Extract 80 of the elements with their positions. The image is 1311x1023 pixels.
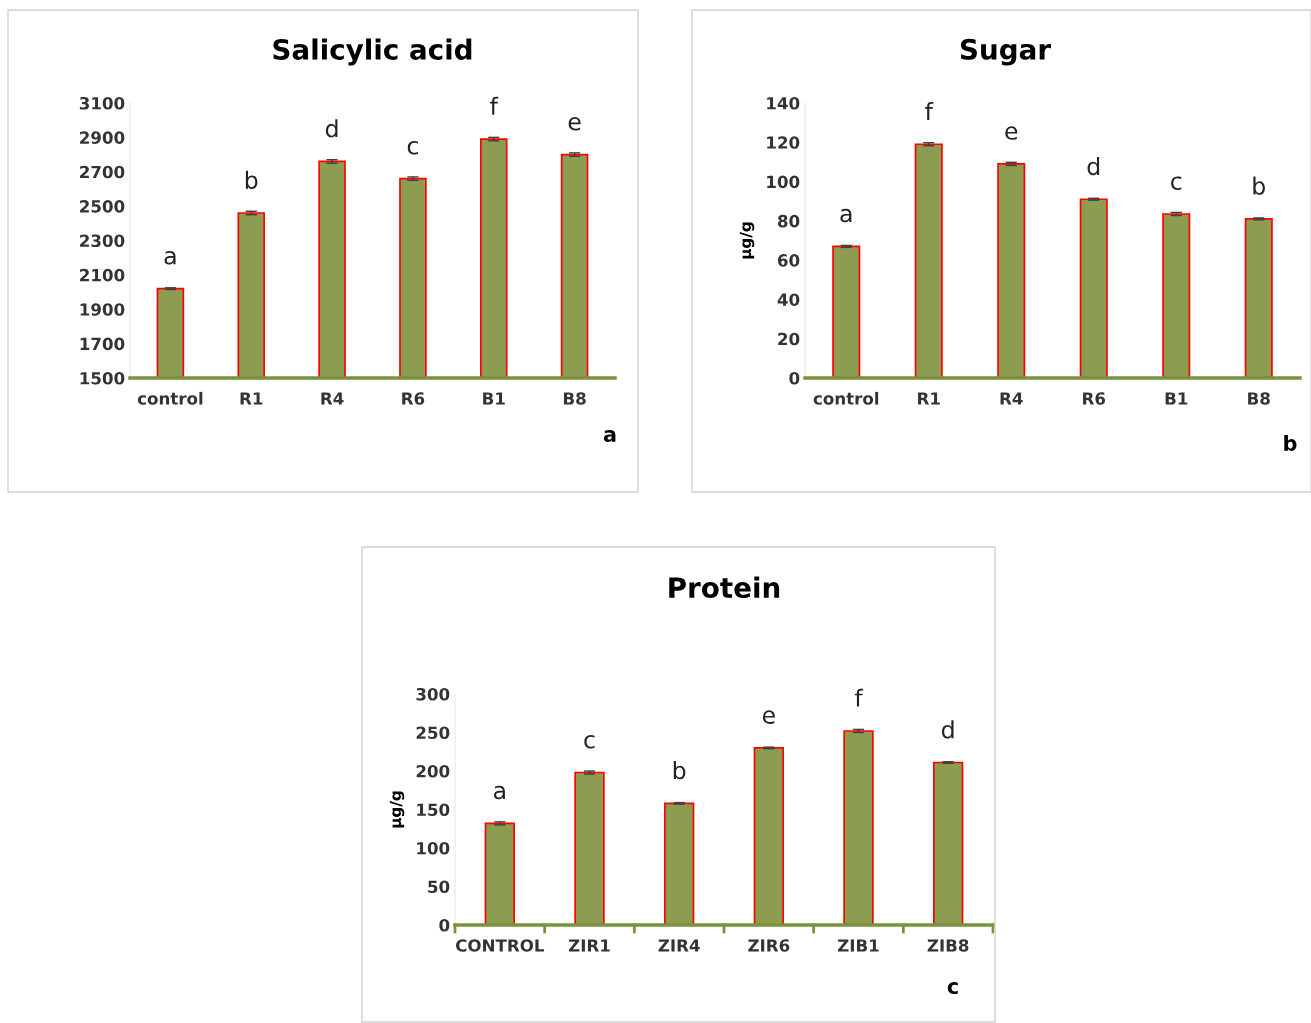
x-tick-label: B8 xyxy=(563,392,586,405)
data-label: c xyxy=(1171,176,1182,190)
data-label: a xyxy=(164,251,176,265)
x-tick-label: control xyxy=(137,391,203,405)
bar xyxy=(753,747,785,925)
y-tick-label: 0 xyxy=(789,371,800,385)
data-label: b xyxy=(673,761,686,780)
y-tick-label: 20 xyxy=(778,332,800,346)
bar xyxy=(997,163,1026,378)
text: a xyxy=(603,430,616,443)
y-tick-label: 2500 xyxy=(80,200,125,213)
y-tick-label: 100 xyxy=(767,175,800,189)
bar xyxy=(932,761,964,925)
bar xyxy=(1079,198,1108,378)
x-tick-label: ZIR1 xyxy=(568,939,610,952)
y-tick-label: 80 xyxy=(777,214,800,228)
data-label: c xyxy=(407,141,418,155)
data-label: b xyxy=(245,170,258,189)
bar xyxy=(1162,213,1191,378)
y-tick-label: 100 xyxy=(417,841,450,855)
y-tick-label: 2700 xyxy=(80,165,125,179)
x-tick-label: ZIB8 xyxy=(927,939,969,952)
y-tick-label: 120 xyxy=(767,136,800,149)
bar xyxy=(832,245,861,378)
y-tick-label: 0 xyxy=(439,918,450,932)
bar xyxy=(484,822,516,925)
y-tick-label: 140 xyxy=(767,96,800,110)
chart-title: Protein xyxy=(669,576,780,599)
data-label: e xyxy=(1005,126,1018,140)
y-tick-label: 60 xyxy=(777,254,800,267)
x-tick-label: B1 xyxy=(483,392,505,405)
x-tick-label: B8 xyxy=(1248,392,1270,405)
x-tick-label: control xyxy=(813,391,879,405)
y-tick-label: 1900 xyxy=(80,303,125,316)
bar xyxy=(843,730,874,925)
data-label: e xyxy=(568,116,581,131)
x-tick-label: R1 xyxy=(918,392,940,405)
x-tick-label: R1 xyxy=(240,392,263,405)
x-tick-label: ZIR4 xyxy=(658,939,700,952)
text: c xyxy=(947,982,958,995)
y-tick-label: 50 xyxy=(428,880,450,894)
bar xyxy=(663,802,695,925)
data-label: b xyxy=(1253,176,1265,195)
chart-title: Sugar xyxy=(960,38,1051,66)
x-tick-label: B1 xyxy=(1165,392,1188,405)
x-tick-label: ZIR6 xyxy=(748,939,790,952)
x-tick-label: R4 xyxy=(321,392,344,405)
x-tick-label: R4 xyxy=(1000,392,1023,405)
data-label: a xyxy=(494,785,505,800)
data-label: d xyxy=(1087,156,1100,176)
data-label: f xyxy=(490,96,499,115)
y-tick-label: 200 xyxy=(416,764,450,778)
y-tick-label: 250 xyxy=(416,726,450,740)
data-label: d xyxy=(325,119,338,138)
y-axis-title: µg/g xyxy=(389,791,405,828)
x-tick-label: R6 xyxy=(402,392,425,405)
text: b xyxy=(1284,434,1297,452)
y-tick-label: 1500 xyxy=(80,371,125,385)
y-tick-label: 2300 xyxy=(80,234,125,248)
y-tick-label: 3100 xyxy=(79,96,125,110)
y-axis-title: µg/g xyxy=(739,222,755,259)
y-tick-label: 2900 xyxy=(80,131,125,144)
x-tick-label: ZIB1 xyxy=(837,939,879,952)
y-tick-label: 2100 xyxy=(80,268,125,282)
y-tick-label: 150 xyxy=(417,803,450,817)
bar xyxy=(574,771,605,925)
data-label: c xyxy=(584,734,595,749)
y-tick-label: 1700 xyxy=(80,337,125,351)
chart-title: Salicylic acid xyxy=(273,38,472,66)
data-label: e xyxy=(762,710,775,724)
x-tick-label: CONTROL xyxy=(455,939,545,952)
data-label: d xyxy=(941,720,954,739)
bar xyxy=(1244,218,1273,378)
data-label: f xyxy=(925,101,934,120)
y-tick-label: 40 xyxy=(777,293,800,306)
bar xyxy=(914,143,943,378)
y-tick-label: 300 xyxy=(416,687,450,701)
data-label: a xyxy=(840,208,852,223)
data-label: f xyxy=(854,688,864,707)
x-tick-label: R6 xyxy=(1083,392,1106,405)
